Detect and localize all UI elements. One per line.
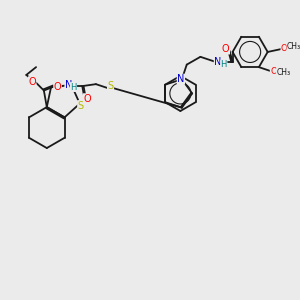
Text: O: O xyxy=(28,77,36,87)
Text: O: O xyxy=(54,82,61,92)
Text: N: N xyxy=(177,74,184,84)
Text: N: N xyxy=(65,80,72,90)
Text: O: O xyxy=(281,44,288,52)
Text: S: S xyxy=(78,100,84,111)
Text: O: O xyxy=(83,94,91,104)
Text: N: N xyxy=(214,57,222,67)
Text: CH₃: CH₃ xyxy=(276,68,290,77)
Text: H: H xyxy=(220,60,227,69)
Text: H: H xyxy=(70,82,77,91)
Text: CH₃: CH₃ xyxy=(287,42,300,51)
Text: O: O xyxy=(222,44,230,54)
Text: O: O xyxy=(270,67,277,76)
Text: S: S xyxy=(107,81,114,91)
